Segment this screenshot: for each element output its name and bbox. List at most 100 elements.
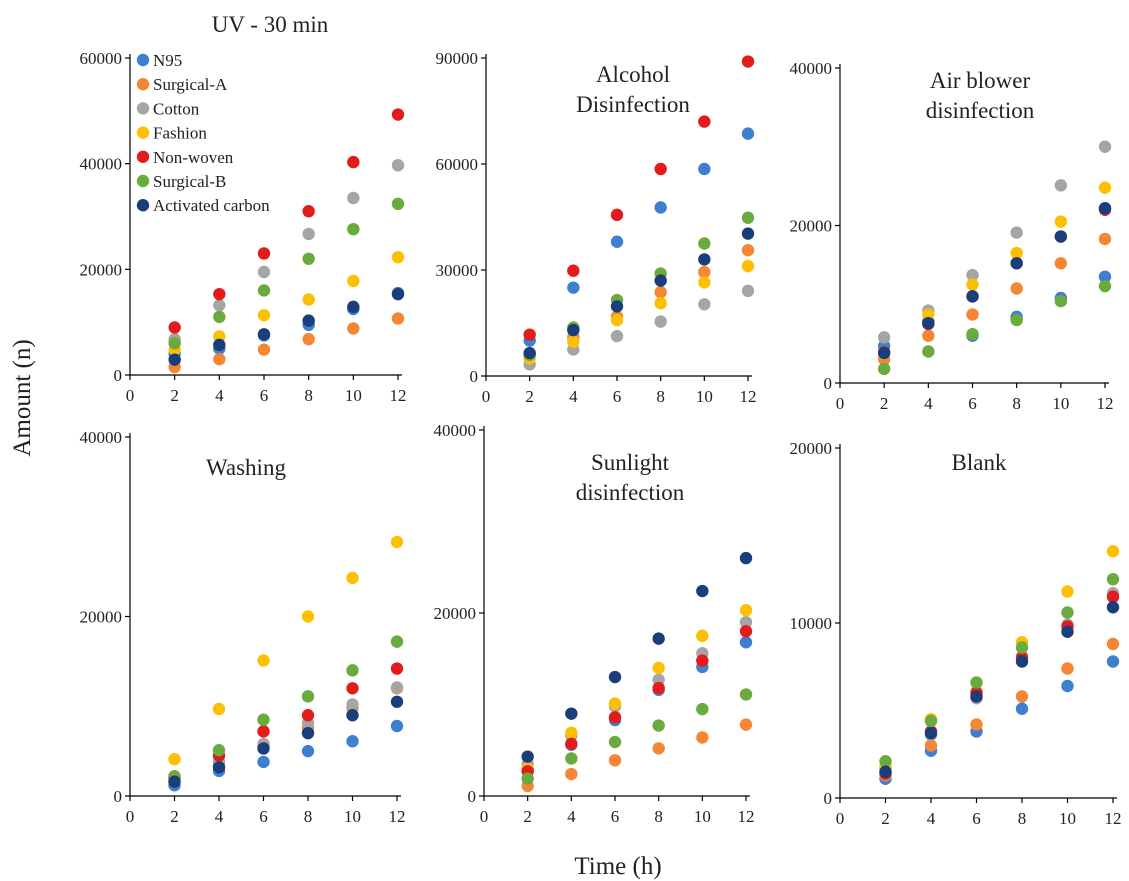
- data-point: [698, 253, 711, 266]
- data-point: [347, 300, 360, 314]
- data-point: [567, 264, 580, 277]
- data-point: [698, 298, 711, 311]
- panel-title: Blank: [952, 450, 1007, 475]
- series-fashion: [523, 259, 755, 365]
- legend-marker: [136, 53, 150, 67]
- data-point: [698, 265, 711, 279]
- data-point: [521, 750, 534, 763]
- series-non-woven: [168, 662, 404, 784]
- series-activated-carbon: [879, 601, 1120, 778]
- data-point: [390, 681, 404, 694]
- x-tick-label: 12: [738, 807, 755, 826]
- y-tick-label: 60000: [436, 155, 479, 174]
- series-surgical-a: [877, 232, 1112, 366]
- data-point: [391, 250, 405, 264]
- chart-panel: 0 20000 40000 0 2 4 6 8 10 12 Sunlight disinfection: [434, 421, 755, 826]
- x-tick-label: 2: [880, 394, 889, 413]
- x-tick-label: 6: [611, 807, 620, 826]
- x-tick-label: 8: [654, 807, 663, 826]
- data-point: [739, 625, 753, 638]
- x-tick-label: 10: [696, 387, 713, 406]
- data-point: [1106, 573, 1120, 586]
- data-point: [301, 726, 315, 740]
- data-point: [1098, 232, 1112, 246]
- series-activated-carbon: [521, 551, 753, 763]
- data-point: [922, 316, 935, 330]
- chart-panel: 0 20000 40000 0 2 4 6 8 10 12 Air blower disinfecti…: [790, 59, 1114, 413]
- data-point: [1061, 585, 1074, 598]
- data-point: [610, 208, 624, 222]
- data-point: [1106, 545, 1120, 558]
- legend-item: Non-woven: [136, 148, 234, 167]
- series-surgical-b: [168, 635, 404, 783]
- data-point: [391, 287, 405, 301]
- data-point: [922, 308, 935, 321]
- chart-panel: 0 20000 40000 0 2 4 6 8 10 12 Washing: [80, 428, 406, 826]
- data-point: [741, 259, 755, 273]
- data-point: [877, 331, 891, 344]
- x-tick-label: 12: [1097, 394, 1114, 413]
- legend-marker: [136, 199, 150, 212]
- y-tick-label: 10000: [790, 614, 833, 633]
- series-n95: [877, 270, 1112, 353]
- data-point: [654, 315, 667, 328]
- data-point: [347, 222, 360, 236]
- data-point: [567, 323, 580, 337]
- data-point: [1061, 625, 1074, 638]
- y-tick-label: 0: [468, 787, 477, 806]
- x-tick-label: 8: [656, 387, 665, 406]
- y-tick-label: 20000: [80, 608, 123, 627]
- series-surgical-b: [879, 573, 1120, 768]
- legend-item: Surgical-A: [136, 75, 228, 94]
- data-point: [1015, 702, 1029, 715]
- data-point: [739, 604, 753, 617]
- series-fashion: [879, 545, 1120, 773]
- data-point: [1010, 257, 1023, 270]
- x-tick-label: 6: [260, 386, 269, 405]
- data-point: [257, 742, 270, 755]
- data-point: [213, 299, 226, 312]
- data-point: [168, 775, 181, 788]
- data-point: [966, 268, 979, 282]
- x-tick-label: 4: [215, 807, 224, 826]
- legend-label: Non-woven: [153, 148, 234, 167]
- series-fashion: [521, 604, 753, 775]
- x-tick-label: 2: [881, 809, 890, 828]
- y-tick-label: 40000: [80, 155, 123, 174]
- y-tick-label: 0: [114, 787, 123, 806]
- data-point: [698, 115, 711, 128]
- data-point: [1010, 246, 1023, 260]
- data-point: [1054, 230, 1068, 243]
- series-non-woven: [879, 590, 1120, 780]
- legend-label: Fashion: [153, 124, 207, 143]
- data-point: [257, 654, 270, 667]
- data-point: [302, 293, 315, 306]
- y-tick-label: 40000: [80, 428, 123, 447]
- data-point: [966, 308, 979, 321]
- legend-marker: [136, 78, 150, 91]
- data-point: [741, 244, 755, 257]
- series-surgical-a: [168, 312, 405, 374]
- data-point: [257, 725, 270, 738]
- data-point: [346, 735, 359, 748]
- y-tick-label: 60000: [80, 49, 123, 68]
- legend-item: Fashion: [136, 124, 207, 143]
- y-tick-label: 0: [824, 374, 833, 393]
- x-tick-label: 2: [525, 387, 534, 406]
- legend-item: Surgical-B: [136, 172, 226, 191]
- data-point: [970, 718, 983, 731]
- data-point: [1098, 279, 1112, 293]
- y-tick-label: 20000: [790, 439, 833, 458]
- y-tick-label: 0: [824, 789, 833, 808]
- data-point: [1010, 313, 1023, 327]
- data-point: [257, 343, 271, 356]
- data-point: [1106, 601, 1120, 614]
- data-point: [608, 735, 622, 749]
- data-point: [346, 709, 359, 722]
- series-activated-carbon: [168, 287, 405, 366]
- data-point: [1015, 690, 1029, 703]
- data-point: [521, 772, 534, 785]
- legend-label: Surgical-A: [153, 75, 228, 94]
- data-point: [741, 55, 755, 68]
